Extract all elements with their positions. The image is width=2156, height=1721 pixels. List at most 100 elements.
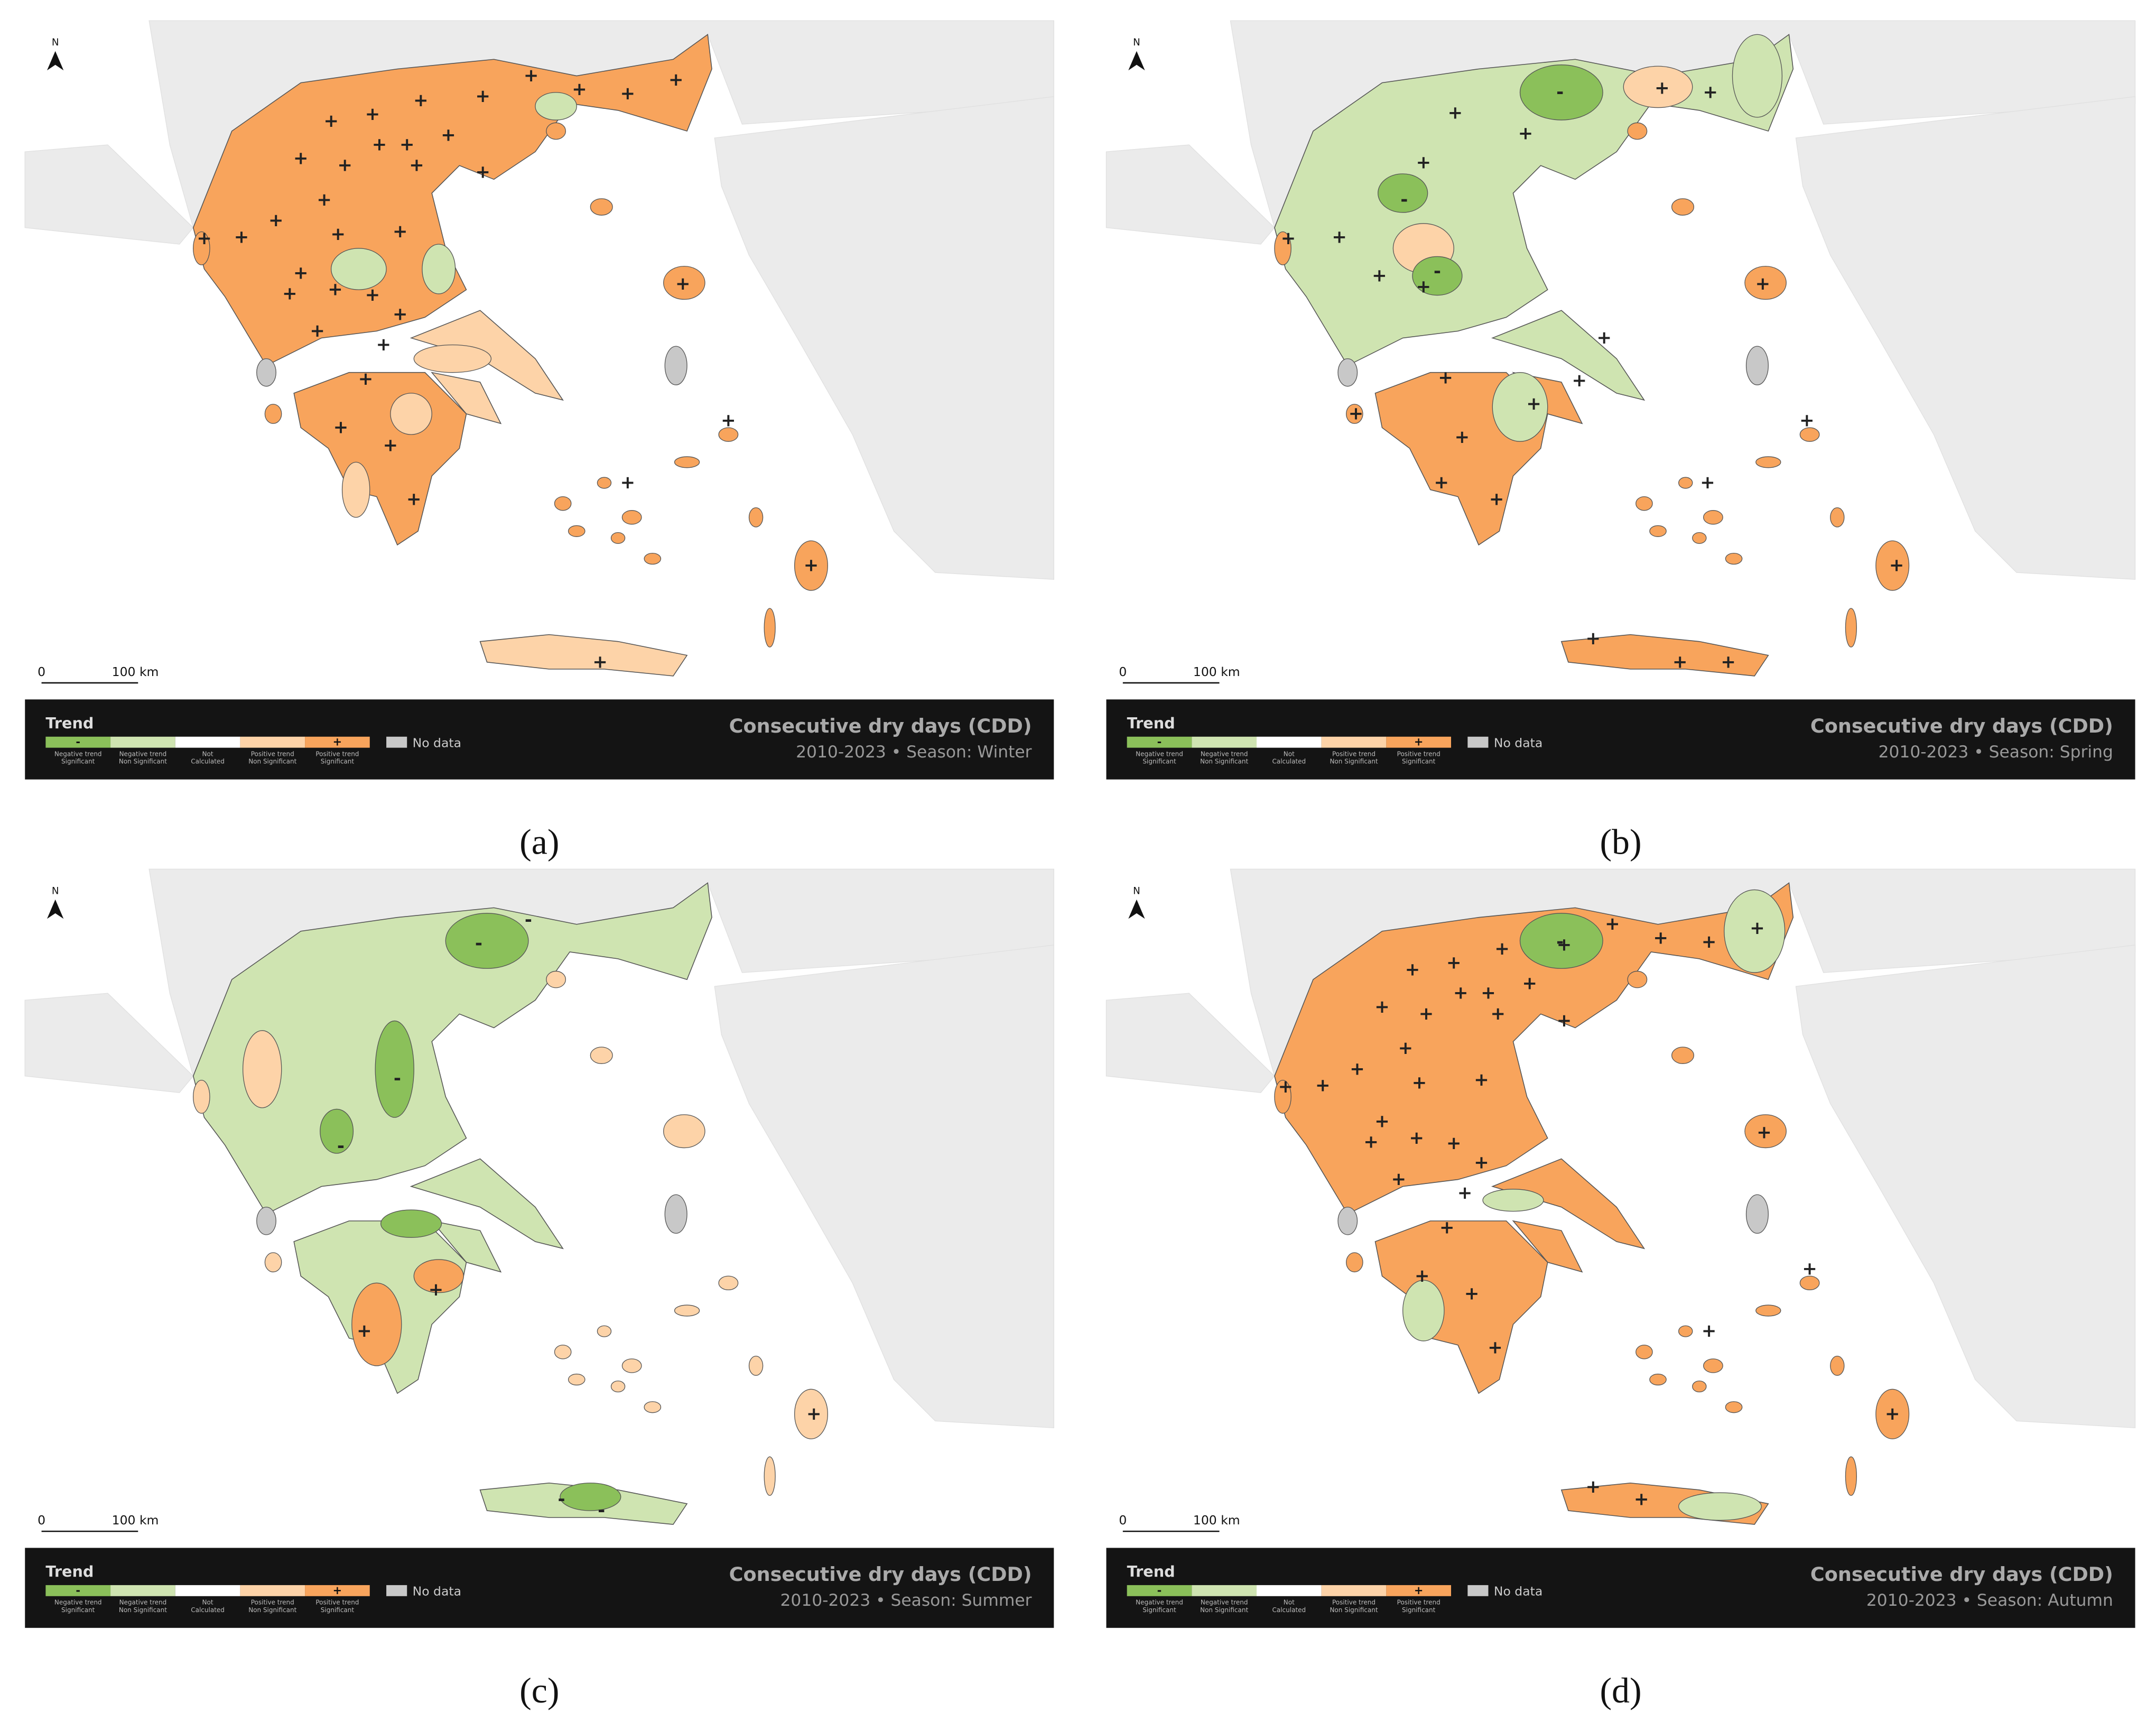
legend-bar: Trend-Negative trendSignificantNegative … xyxy=(1106,699,2135,780)
island xyxy=(621,510,642,525)
legend-symbol: + xyxy=(333,1584,342,1597)
region xyxy=(445,913,529,969)
legend-swatch xyxy=(1256,736,1322,748)
legend-swatch xyxy=(45,736,111,748)
scale-label: 0 xyxy=(1119,1513,1127,1528)
north-label: N xyxy=(1133,885,1140,896)
legend-label: No data xyxy=(1494,1584,1542,1598)
legend-swatch xyxy=(1192,736,1257,748)
island xyxy=(1744,266,1787,300)
scale-label: 100 km xyxy=(1193,664,1240,679)
legend-label: Significant xyxy=(1402,758,1436,765)
trend-sign: + xyxy=(1885,1404,1900,1424)
neighbor-country xyxy=(24,144,194,245)
trend-sign: + xyxy=(592,652,607,672)
island xyxy=(644,1401,662,1413)
legend-label: Significant xyxy=(61,1606,95,1614)
neighbor-country xyxy=(1105,993,1275,1093)
island xyxy=(1627,122,1648,140)
panel-label: (b) xyxy=(1600,822,1641,862)
trend-sign: + xyxy=(1586,1477,1601,1497)
legend-label: Negative trend xyxy=(119,750,167,757)
trend-sign: + xyxy=(1491,1004,1506,1024)
island xyxy=(1745,1194,1769,1234)
region xyxy=(431,1220,502,1273)
north-label: N xyxy=(1133,37,1140,48)
map-title: Consecutive dry days (CDD) xyxy=(1810,715,2113,737)
trend-sign: + xyxy=(293,263,308,283)
neighbor-country xyxy=(714,945,1054,1429)
legend-swatch xyxy=(1256,1585,1322,1596)
trend-sign: - xyxy=(394,1069,401,1089)
trend-sign: + xyxy=(293,149,308,169)
trend-sign: + xyxy=(393,221,407,242)
island xyxy=(718,427,739,442)
region xyxy=(1623,66,1693,108)
region xyxy=(1678,1492,1762,1521)
legend-label: Significant xyxy=(321,758,355,765)
map-panel: ---+ +++++++++++++++++++ ++++N0 100 kmTrend… xyxy=(1105,20,2136,862)
map-subtitle: 2010-2023 • Season: Winter xyxy=(796,743,1032,762)
north-arrow xyxy=(1128,51,1145,71)
legend-label: Non Significant xyxy=(1330,1606,1378,1614)
trend-sign: + xyxy=(1750,918,1764,939)
island xyxy=(1337,1207,1358,1235)
island xyxy=(1875,540,1910,591)
trend-sign: + xyxy=(406,489,421,510)
trend-sign: + xyxy=(1455,427,1470,448)
legend-symbol: + xyxy=(1414,736,1424,748)
trend-sign: + xyxy=(1488,1337,1502,1358)
north-label: N xyxy=(52,37,59,48)
island xyxy=(664,346,687,385)
region xyxy=(1724,889,1786,973)
trend-sign: + xyxy=(1474,1153,1489,1173)
island xyxy=(1875,1389,1910,1439)
legend-swatch xyxy=(386,1585,407,1596)
trend-sign: + xyxy=(1412,1072,1427,1093)
island xyxy=(568,1373,586,1386)
trend-sign: + xyxy=(1372,266,1387,286)
legend-swatch xyxy=(1321,736,1387,748)
trend-sign: + xyxy=(1405,959,1420,980)
trend-sign: + xyxy=(620,473,635,493)
trend-sign: + xyxy=(806,1404,821,1424)
island xyxy=(644,552,662,565)
island xyxy=(794,1389,828,1439)
trend-sign: + xyxy=(1672,652,1687,672)
trend-sign: + xyxy=(572,79,587,100)
island xyxy=(554,1345,572,1359)
legend-label: Calculated xyxy=(191,758,225,765)
region xyxy=(242,1030,282,1108)
neighbor-country xyxy=(24,993,194,1093)
legend-label: Negative trend xyxy=(1201,750,1248,757)
legend-label: Negative trend xyxy=(54,750,102,757)
island xyxy=(597,477,612,489)
legend-swatch xyxy=(305,1585,370,1596)
legend-symbol: - xyxy=(76,1584,80,1597)
trend-sign: + xyxy=(1278,1077,1293,1097)
trend-sign: + xyxy=(1446,1133,1461,1154)
legend-label: Significant xyxy=(1142,1606,1176,1614)
trend-sign: + xyxy=(1757,1122,1771,1143)
island xyxy=(554,496,572,511)
legend-symbol: - xyxy=(1157,1584,1162,1597)
region xyxy=(431,372,502,424)
legend-swatch xyxy=(1127,1585,1192,1596)
trend-sign: + xyxy=(1481,983,1495,1004)
trend-sign: + xyxy=(383,436,398,456)
island xyxy=(1725,552,1743,565)
legend-title: Trend xyxy=(45,714,94,732)
trend-sign: + xyxy=(1489,489,1504,510)
legend-label: Positive trend xyxy=(1332,1598,1376,1606)
neighbor-country xyxy=(1105,144,1275,245)
island xyxy=(1845,608,1857,647)
island xyxy=(1799,427,1820,442)
trend-sign: + xyxy=(1374,997,1389,1017)
island xyxy=(1635,496,1653,511)
trend-sign: + xyxy=(1700,473,1715,493)
trend-sign: + xyxy=(1526,394,1541,414)
legend-swatch xyxy=(1127,736,1192,748)
map-title: Consecutive dry days (CDD) xyxy=(729,715,1032,737)
trend-sign: + xyxy=(357,1321,371,1341)
